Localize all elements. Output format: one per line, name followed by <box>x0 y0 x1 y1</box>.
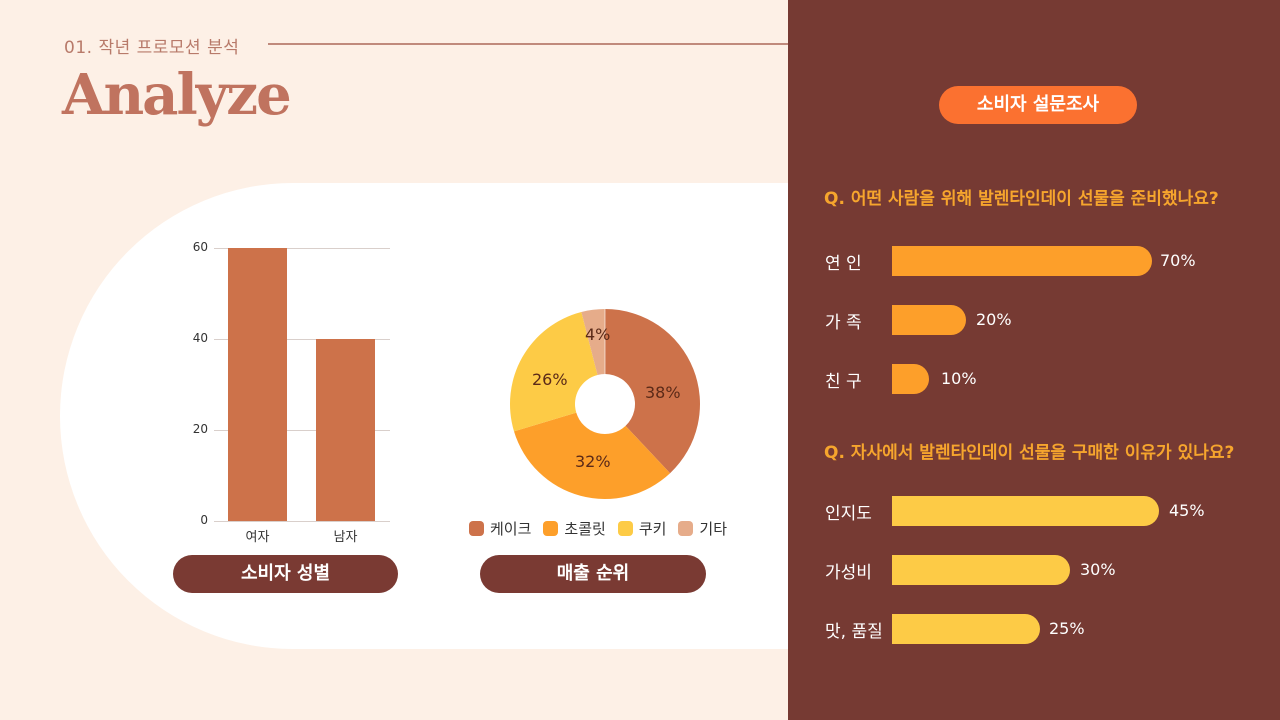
y-tick: 20 <box>192 422 208 436</box>
gender-chart-button[interactable]: 소비자 성별 <box>173 555 398 593</box>
gridline-60 <box>214 248 390 249</box>
gridline-20 <box>214 430 390 431</box>
section-subtitle: 01. 작년 프로모션 분석 <box>64 38 240 58</box>
sales-chart-button[interactable]: 매출 순위 <box>480 555 706 593</box>
survey-row: 인지도 45% <box>788 496 1280 526</box>
row-label: 맛, 품질 <box>825 622 883 642</box>
y-tick: 60 <box>192 240 208 254</box>
header-divider <box>268 43 788 45</box>
survey-row: 맛, 품질 25% <box>788 614 1280 644</box>
survey-row: 친 구 10% <box>788 364 1280 394</box>
page-title: Analyze <box>62 62 292 128</box>
survey-title-button[interactable]: 소비자 설문조사 <box>939 86 1137 124</box>
gridline-40 <box>214 339 390 340</box>
bar-female <box>228 248 287 521</box>
x-label: 여자 <box>245 530 270 545</box>
x-label: 남자 <box>333 530 358 545</box>
survey-row: 가 족 20% <box>788 305 1280 335</box>
bar-male <box>316 339 375 521</box>
row-value: 25% <box>1049 619 1085 638</box>
survey-row: 가성비 30% <box>788 555 1280 585</box>
swatch-icon <box>617 521 633 536</box>
pie-label-cookie: 26% <box>532 370 568 389</box>
analysis-section: 01. 작년 프로모션 분석 Analyze 60 40 20 0 여자 남자 … <box>60 38 820 649</box>
row-label: 인지도 <box>825 504 872 524</box>
y-tick: 40 <box>192 331 208 345</box>
survey-row: 연 인 70% <box>788 246 1280 276</box>
legend-item-other: 기타 <box>678 518 727 539</box>
legend-item-cookie: 쿠키 <box>617 518 667 539</box>
pie-label-cake: 38% <box>645 383 681 402</box>
legend-label: 초콜릿 <box>564 520 606 538</box>
row-value: 45% <box>1169 501 1205 520</box>
row-value: 20% <box>976 310 1012 329</box>
row-bar <box>892 555 1070 585</box>
gridline-0 <box>214 521 390 522</box>
survey-question-1: Q. 어떤 사람을 위해 발렌타인데이 선물을 준비했나요? <box>824 189 1219 209</box>
slice-cookie <box>509 311 598 432</box>
row-value: 70% <box>1160 251 1196 270</box>
row-value: 30% <box>1080 560 1116 579</box>
swatch-icon <box>678 521 694 536</box>
sales-donut-chart <box>509 309 700 500</box>
legend-label: 케이크 <box>490 520 532 538</box>
pie-label-other: 4% <box>585 325 611 344</box>
row-bar <box>892 305 966 335</box>
slice-cake <box>605 309 700 474</box>
legend-label: 기타 <box>699 520 728 538</box>
row-bar <box>892 364 929 394</box>
row-bar <box>892 496 1159 526</box>
row-value: 10% <box>941 369 977 388</box>
swatch-icon <box>469 521 484 536</box>
pie-label-chocolate: 32% <box>575 452 611 471</box>
survey-panel: 소비자 설문조사 Q. 어떤 사람을 위해 발렌타인데이 선물을 준비했나요? … <box>788 0 1280 720</box>
gender-bar-chart: 60 40 20 0 여자 남자 <box>180 230 410 550</box>
survey-question-2: Q. 자사에서 발렌타인데이 선물을 구매한 이유가 있나요? <box>824 443 1235 463</box>
legend-label: 쿠키 <box>638 520 667 538</box>
slice-other <box>581 309 605 375</box>
slice-chocolate <box>514 412 671 500</box>
y-tick: 0 <box>200 513 208 527</box>
row-bar <box>892 614 1040 644</box>
row-label: 친 구 <box>825 372 862 392</box>
row-label: 가 족 <box>825 313 862 333</box>
swatch-icon <box>543 521 559 536</box>
legend-item-cake: 케이크 <box>469 518 531 539</box>
sales-legend: 케이크 초콜릿 쿠키 기타 <box>469 518 727 539</box>
row-label: 연 인 <box>825 254 862 274</box>
legend-item-chocolate: 초콜릿 <box>543 518 606 539</box>
row-label: 가성비 <box>825 563 872 583</box>
row-bar <box>892 246 1152 276</box>
